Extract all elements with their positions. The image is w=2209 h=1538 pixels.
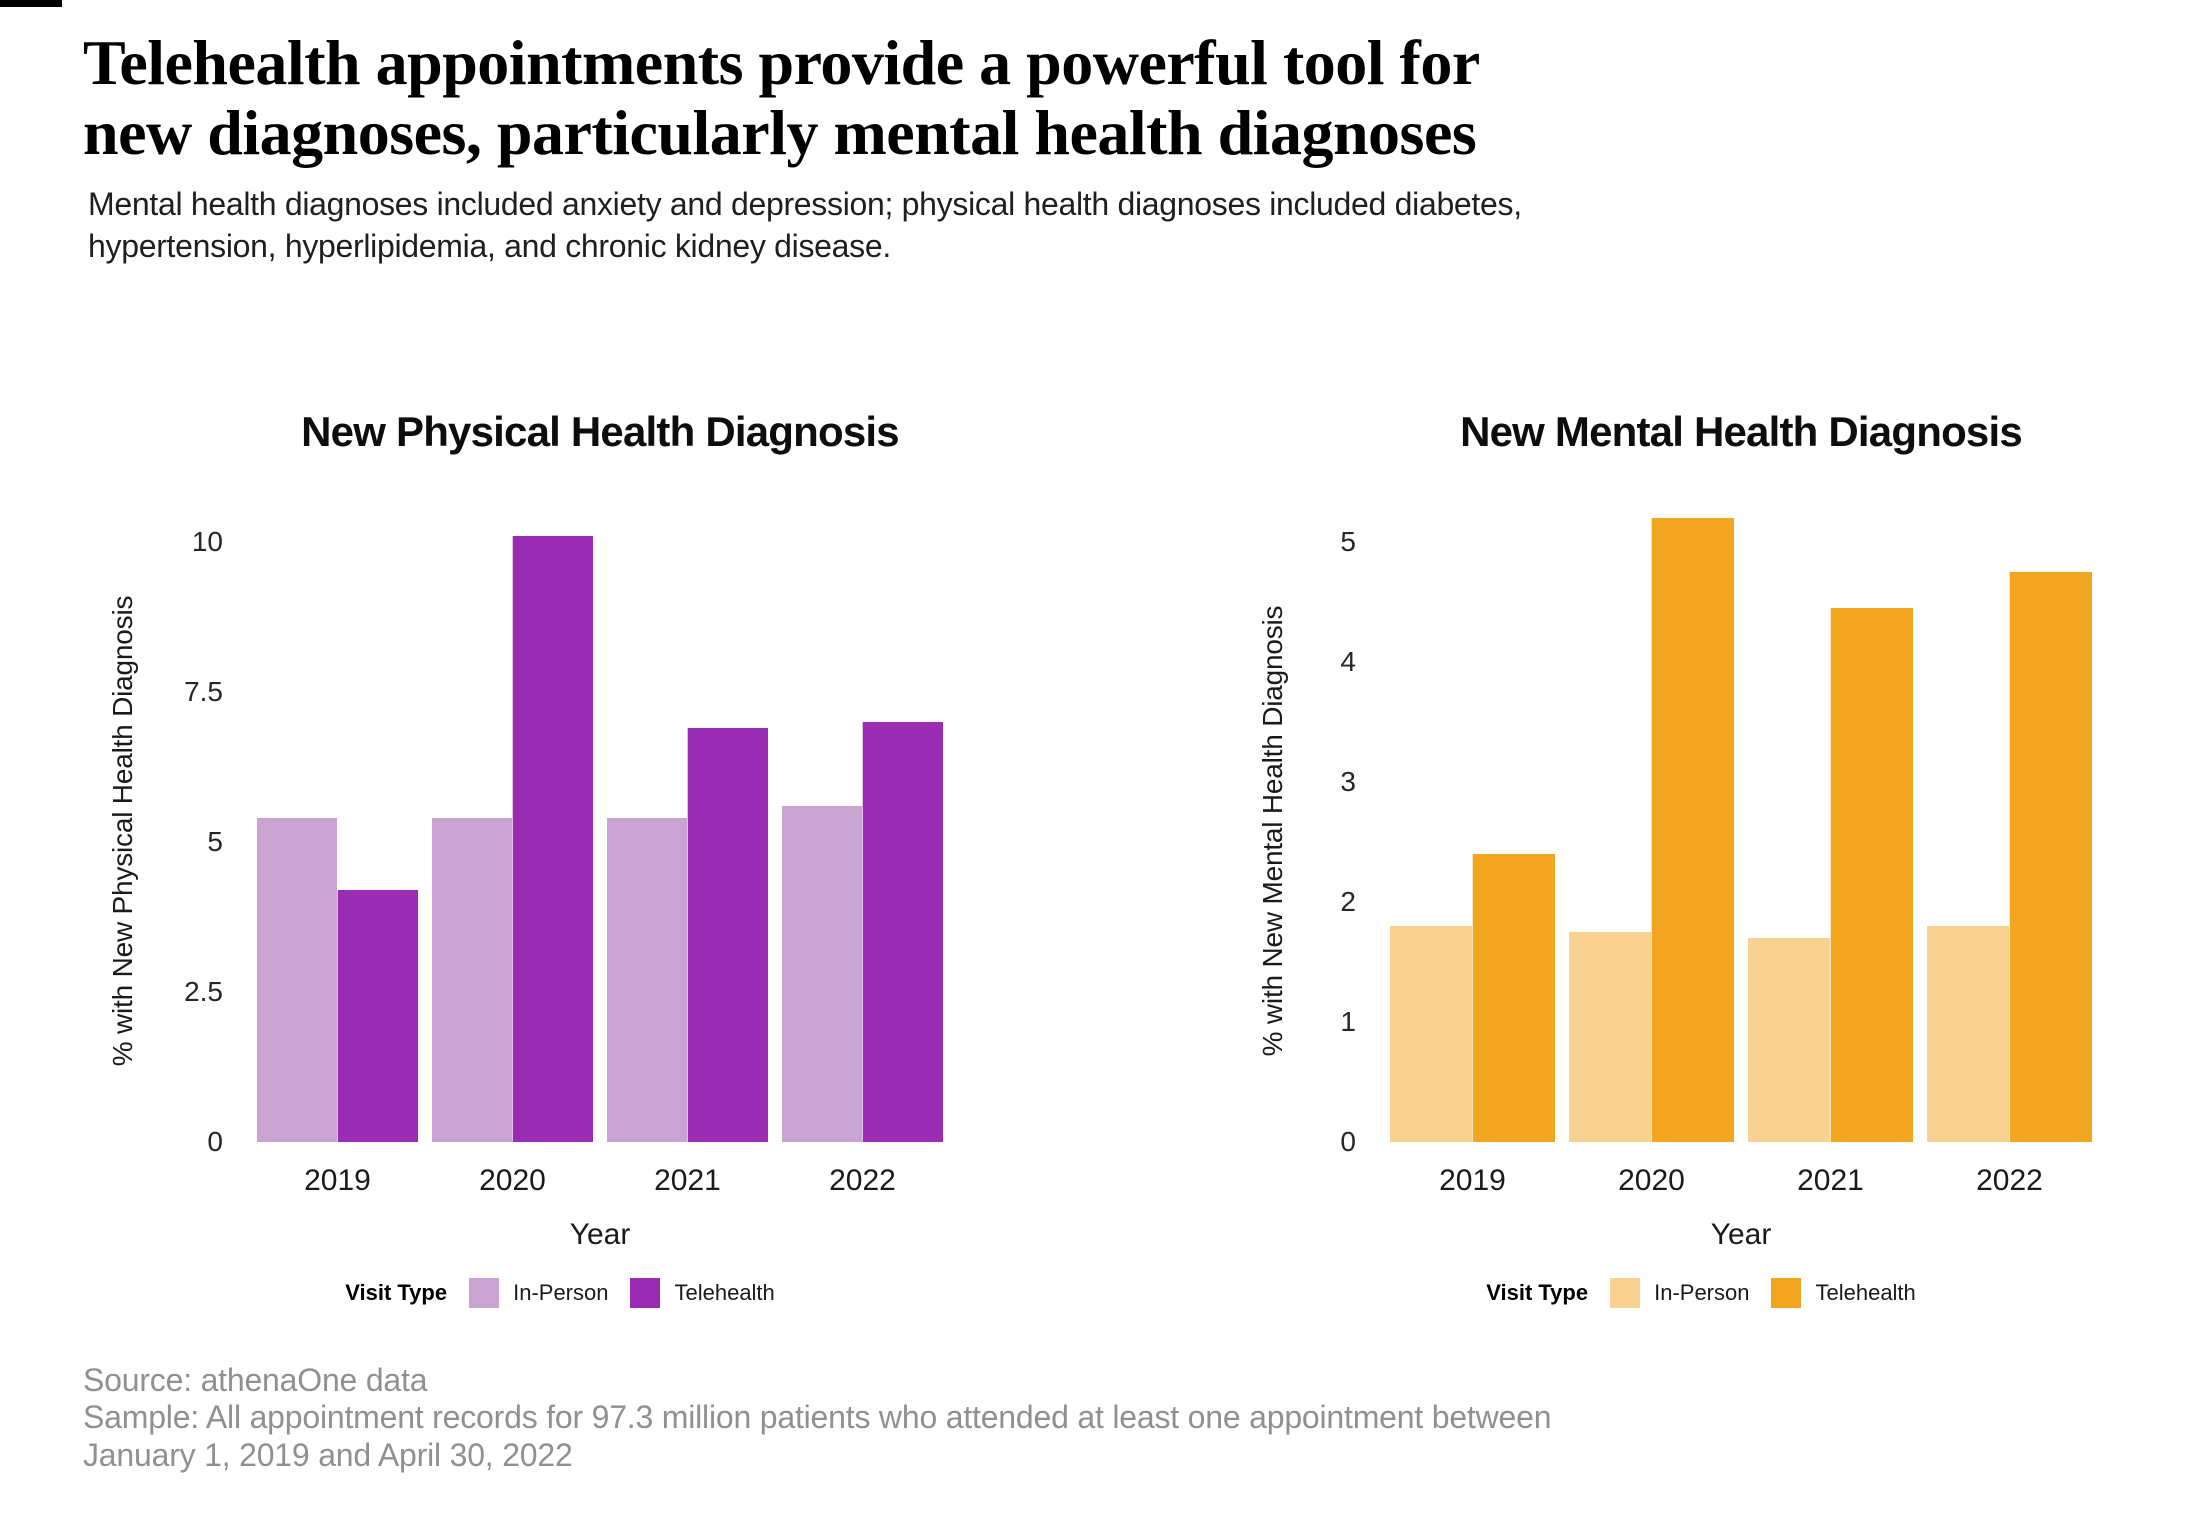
plot-area: 0 2.5 5 7.5 10 2019 2020 2021 2022 [184,520,943,1197]
legend-title: Visit Type [345,1280,448,1305]
bars-area: 2019 2020 2021 2022 [1390,512,2092,1197]
page-subtitle-line-2: hypertension, hyperlipidemia, and chroni… [88,228,891,265]
y-tick-label: 4 [1340,646,1356,677]
legend-item-telehealth: Telehealth [1771,1278,1916,1308]
telehealth-bar [337,890,418,1142]
telehealth-bar [1651,518,1734,1142]
legend-item-telehealth: Telehealth [630,1278,775,1308]
page-title-line-2: new diagnoses, particularly mental healt… [83,97,1477,169]
x-tick-label: 2022 [1976,1164,2043,1197]
y-tick-label: 1 [1340,1006,1356,1037]
x-tick-label: 2021 [654,1164,721,1197]
y-axis-label: % with New Mental Health Diagnosis [1257,605,1288,1057]
bar-group-2020: 2020 [432,536,593,1197]
bars-area: 2019 2020 2021 2022 [257,520,943,1197]
legend-item-label: In-Person [513,1280,609,1305]
y-tick-label: 0 [207,1126,223,1157]
y-tick-label: 2.5 [184,976,223,1008]
source-note-line-2: Sample: All appointment records for 97.3… [83,1399,1552,1436]
x-tick-label: 2020 [1618,1164,1685,1197]
bar-group-2019: 2019 [257,818,418,1197]
x-tick-label: 2019 [304,1164,371,1197]
source-note-line-3: January 1, 2019 and April 30, 2022 [83,1436,573,1473]
page-title-line-1: Telehealth appointments provide a powerf… [83,27,1480,98]
legend-item-label: In-Person [1654,1280,1750,1305]
legend-swatch-in-person [1610,1278,1641,1308]
in-person-bar [432,818,512,1142]
page-subtitle: Mental health diagnoses included anxiety… [88,183,1788,267]
mental-health-chart: New Mental Health Diagnosis % with New M… [1245,400,2095,1340]
bar-group-2020: 2020 [1569,518,1734,1197]
telehealth-bar [1830,608,1913,1142]
y-tick-label: 5 [207,826,223,858]
in-person-bar [257,818,337,1142]
y-tick-label: 7.5 [184,676,223,708]
in-person-bar [1748,938,1830,1142]
source-note-line-1: Source: athenaOne data [83,1362,428,1398]
in-person-bar [1569,932,1651,1142]
legend-swatch-telehealth [630,1278,661,1308]
bar-group-2021: 2021 [1748,608,1913,1197]
legend-title: Visit Type [1486,1280,1589,1305]
legend-item-label: Telehealth [1815,1280,1916,1305]
in-person-bar [1390,926,1472,1142]
x-tick-label: 2021 [1797,1164,1864,1197]
chart-title: New Physical Health Diagnosis [301,408,899,455]
y-tick-label: 3 [1340,766,1356,797]
telehealth-bar [1472,854,1555,1142]
y-tick-label: 2 [1340,886,1356,917]
top-left-brand-mark [0,0,62,7]
in-person-bar [1927,926,2009,1142]
legend-item-in-person: In-Person [1610,1278,1749,1308]
x-tick-label: 2020 [479,1164,546,1197]
y-axis-label: % with New Physical Health Diagnosis [107,595,138,1067]
x-tick-label: 2019 [1439,1164,1506,1197]
bar-group-2019: 2019 [1390,854,1555,1197]
legend: Visit Type In-Person Telehealth [217,1278,903,1308]
y-tick-label: 5 [1340,526,1356,557]
bar-group-2022: 2022 [782,722,943,1197]
x-axis-title: Year [1710,1218,1772,1251]
y-tick-label: 10 [191,526,223,558]
bar-group-2022: 2022 [1927,572,2092,1197]
chart-title: New Mental Health Diagnosis [1460,408,2023,455]
x-axis-title: Year [569,1218,631,1251]
legend: Visit Type In-Person Telehealth [1350,1278,2052,1308]
page-title: Telehealth appointments provide a powerf… [83,27,1643,169]
plot-area: 0 1 2 3 4 5 2019 2020 2021 2022 [1340,512,2092,1197]
telehealth-bar [512,536,593,1142]
page-subtitle-line-1: Mental health diagnoses included anxiety… [88,186,1522,222]
bar-group-2021: 2021 [607,728,768,1197]
physical-health-chart: New Physical Health Diagnosis % with New… [95,400,945,1340]
legend-swatch-in-person [469,1278,500,1308]
in-person-bar [782,806,862,1142]
legend-item-in-person: In-Person [469,1278,608,1308]
telehealth-bar [687,728,768,1142]
legend-item-label: Telehealth [674,1280,775,1305]
source-note: Source: athenaOne data Sample: All appoi… [83,1362,2133,1474]
telehealth-bar [2009,572,2092,1142]
x-tick-label: 2022 [829,1164,896,1197]
y-tick-label: 0 [1340,1126,1356,1157]
legend-swatch-telehealth [1771,1278,1802,1308]
in-person-bar [607,818,687,1142]
telehealth-bar [862,722,943,1142]
